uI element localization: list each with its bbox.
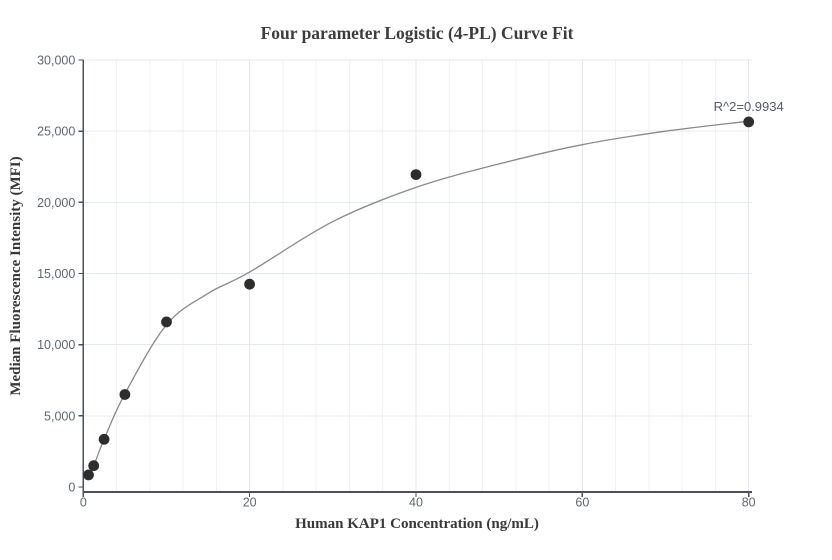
x-tick-label: 40 bbox=[409, 496, 423, 510]
y-tick-label: 20,000 bbox=[37, 196, 75, 210]
data-point bbox=[410, 169, 422, 181]
x-tick-label: 20 bbox=[243, 496, 257, 510]
x-tick-label: 60 bbox=[575, 496, 589, 510]
x-tick-label: 0 bbox=[80, 496, 87, 510]
data-point bbox=[161, 316, 172, 328]
y-tick-label: 30,000 bbox=[37, 54, 75, 68]
x-tick-label: 80 bbox=[742, 496, 756, 510]
data-point bbox=[83, 469, 94, 481]
fit-curve bbox=[87, 120, 749, 476]
data-point bbox=[244, 278, 256, 290]
x-axis-title: Human KAP1 Concentration (ng/mL) bbox=[295, 516, 539, 532]
data-point bbox=[743, 116, 755, 128]
y-tick-label: 10,000 bbox=[37, 338, 75, 352]
r-squared-annotation: R^2=0.9934 bbox=[714, 99, 784, 114]
y-tick-label: 5,000 bbox=[44, 409, 75, 423]
grid-layer bbox=[83, 59, 752, 492]
y-tick-label: 15,000 bbox=[37, 267, 75, 281]
chart-title: Four parameter Logistic (4-PL) Curve Fit bbox=[261, 23, 574, 43]
data-point bbox=[88, 460, 100, 472]
y-tick-label: 25,000 bbox=[37, 125, 75, 139]
y-tick-label: 0 bbox=[68, 481, 75, 495]
data-point bbox=[119, 389, 131, 400]
data-point bbox=[98, 433, 110, 445]
tick-label-layer: 0 20 40 60 80 0 5,000 10,000 15,000 20,000 25,000 3… bbox=[37, 54, 756, 510]
axis-layer bbox=[78, 59, 752, 497]
series-layer bbox=[83, 116, 755, 481]
y-axis-title: Median Fluorescence Intensity (MFI) bbox=[8, 156, 24, 395]
